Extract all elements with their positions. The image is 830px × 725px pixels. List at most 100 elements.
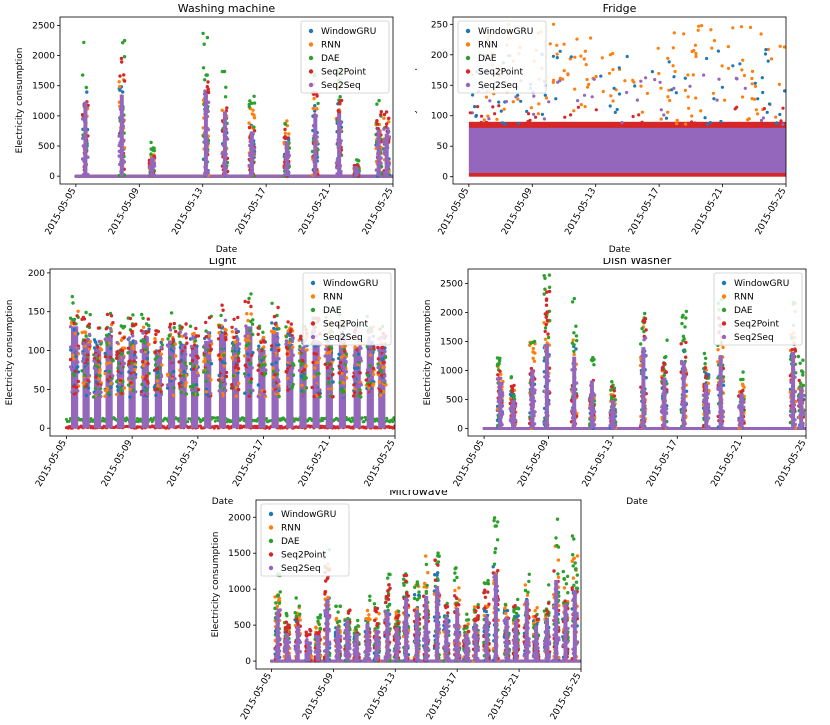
data-point xyxy=(245,312,249,316)
data-point xyxy=(246,358,251,362)
data-point xyxy=(153,383,157,388)
data-point xyxy=(121,355,126,360)
data-point xyxy=(191,367,196,371)
data-point xyxy=(223,318,228,322)
data-point xyxy=(781,122,785,126)
data-point xyxy=(249,377,254,381)
data-point xyxy=(675,122,679,126)
data-point xyxy=(172,386,176,390)
data-point xyxy=(221,378,225,382)
data-point xyxy=(290,366,295,370)
data-point xyxy=(683,88,687,92)
data-point xyxy=(159,373,163,377)
data-point xyxy=(234,363,239,367)
data-point xyxy=(115,353,119,357)
data-point xyxy=(301,390,306,394)
data-point xyxy=(750,76,754,81)
data-point xyxy=(611,51,615,56)
x-tick-label: 2015-05-21 xyxy=(690,187,725,237)
data-point xyxy=(338,95,342,99)
data-point xyxy=(94,375,98,379)
data-point xyxy=(272,385,276,389)
data-point xyxy=(304,364,308,368)
data-point xyxy=(183,384,188,388)
data-point xyxy=(243,363,248,367)
data-point xyxy=(127,336,132,340)
data-point xyxy=(156,395,160,399)
data-point xyxy=(312,394,316,399)
data-point xyxy=(277,380,281,384)
data-point xyxy=(96,326,101,330)
data-point xyxy=(244,374,248,379)
y-tick-label: 0 xyxy=(39,424,45,434)
data-point xyxy=(356,158,360,163)
data-point xyxy=(117,383,122,387)
legend-marker xyxy=(465,69,471,74)
data-point xyxy=(69,365,73,369)
data-point xyxy=(271,375,276,380)
data-point xyxy=(662,113,666,117)
data-point xyxy=(273,372,277,377)
data-point xyxy=(204,73,208,77)
data-point xyxy=(376,371,380,375)
data-point xyxy=(379,113,383,117)
data-point xyxy=(128,359,132,363)
data-point xyxy=(666,110,670,114)
data-point xyxy=(274,390,279,394)
data-point xyxy=(206,80,210,84)
data-point xyxy=(353,350,357,354)
data-point xyxy=(287,384,292,389)
legend-label: Seq2Point xyxy=(321,68,367,78)
chart-title: Light xyxy=(209,258,237,267)
data-point xyxy=(479,120,483,124)
data-point xyxy=(131,347,135,351)
data-point xyxy=(243,391,247,395)
data-point xyxy=(82,40,86,45)
data-point xyxy=(191,392,196,396)
data-point xyxy=(367,383,371,387)
data-point xyxy=(258,355,262,360)
data-point xyxy=(167,334,172,338)
data-point xyxy=(204,390,209,394)
chart-dish-washer: Dish Washer050010001500200025002015-05-0… xyxy=(423,258,809,505)
data-point xyxy=(607,71,612,75)
baseline-point xyxy=(149,417,153,420)
data-point xyxy=(783,89,786,93)
data-point xyxy=(263,363,267,367)
data-point xyxy=(493,112,497,116)
legend-label: DAE xyxy=(321,54,340,64)
data-point xyxy=(203,349,207,354)
data-point xyxy=(103,371,107,376)
data-point xyxy=(328,384,332,389)
data-point xyxy=(367,392,372,397)
data-point xyxy=(188,361,193,366)
data-point xyxy=(182,351,186,355)
data-point xyxy=(564,122,568,126)
data-point xyxy=(656,46,660,50)
data-point xyxy=(353,363,357,368)
data-point xyxy=(252,125,256,129)
data-point xyxy=(760,76,764,80)
data-point xyxy=(230,383,234,387)
data-point xyxy=(233,356,237,361)
data-point xyxy=(275,337,280,341)
data-point xyxy=(185,341,189,345)
data-point xyxy=(356,352,361,356)
data-point xyxy=(119,56,124,61)
data-point xyxy=(141,364,145,368)
data-point xyxy=(314,355,319,359)
data-point xyxy=(551,54,555,58)
data-point xyxy=(272,326,276,331)
data-point xyxy=(262,339,266,343)
data-point xyxy=(543,93,547,97)
data-point xyxy=(623,122,627,126)
data-point xyxy=(140,312,144,317)
data-point xyxy=(205,85,209,89)
data-point xyxy=(190,359,195,363)
data-point xyxy=(270,301,274,305)
data-point xyxy=(246,334,250,339)
data-point xyxy=(682,32,686,36)
data-point xyxy=(526,120,530,124)
data-point xyxy=(516,97,520,101)
